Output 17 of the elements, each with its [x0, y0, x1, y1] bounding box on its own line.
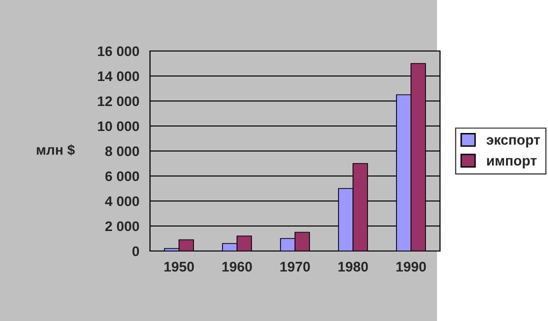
- legend-label: экспорт: [486, 137, 540, 148]
- y-axis-title: млн $: [36, 144, 75, 156]
- y-tick-label: 2 000: [105, 221, 140, 232]
- y-tick-label: 10 000: [98, 121, 140, 132]
- y-tick-label: 4 000: [105, 196, 140, 206]
- y-tick-label: 8 000: [105, 146, 140, 156]
- x-tick-label: 1960: [222, 262, 252, 272]
- y-tick-label: 14 000: [98, 71, 140, 82]
- y-tick-label: 12 000: [98, 96, 140, 106]
- y-tick-label: 0: [132, 246, 140, 256]
- x-tick-label: 1950: [164, 262, 194, 272]
- x-tick-label: 1990: [396, 262, 426, 272]
- x-tick-label: 1970: [280, 262, 310, 272]
- legend-label: импорт: [487, 158, 537, 168]
- y-tick-label: 16 000: [98, 46, 140, 56]
- y-tick-label: 6 000: [105, 171, 140, 182]
- x-tick-label: 1980: [338, 262, 368, 272]
